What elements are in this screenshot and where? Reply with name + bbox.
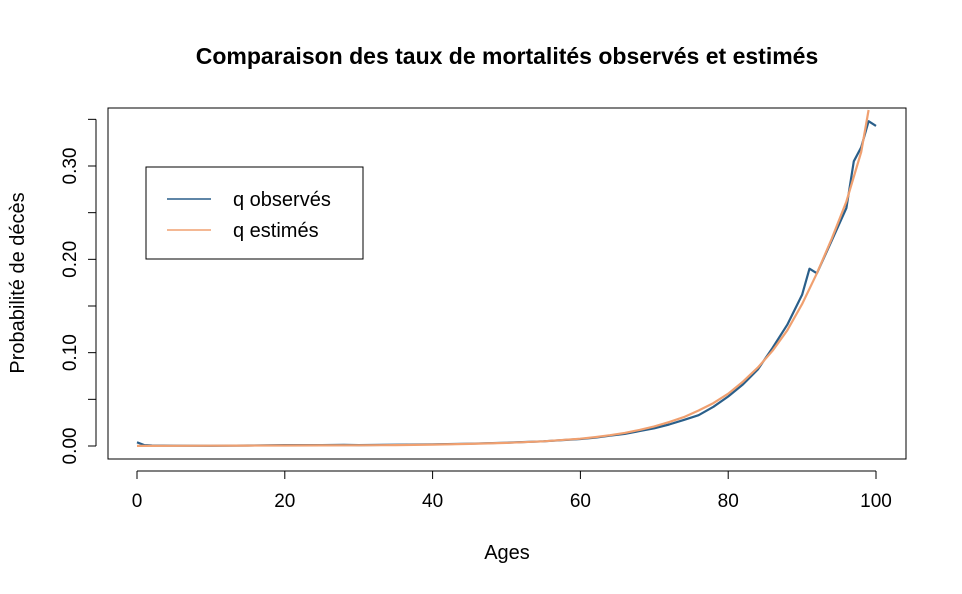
series-line-estimated <box>136 109 870 447</box>
y-axis: 0.00 0.10 0.20 0.30 <box>60 118 97 465</box>
x-tick-label: 20 <box>274 491 295 512</box>
x-tick-label: 60 <box>570 491 591 512</box>
y-tick-label: 0.30 <box>60 148 81 185</box>
x-axis-label: Ages <box>484 542 530 564</box>
x-tick-label: 0 <box>132 491 143 512</box>
x-tick-label: 80 <box>718 491 739 512</box>
legend-label-observed: q observés <box>233 189 331 211</box>
x-tick-label: 40 <box>422 491 443 512</box>
y-tick-label: 0.00 <box>60 428 81 465</box>
x-axis: 0 20 40 60 80 100 <box>132 470 892 512</box>
legend-label-estimated: q estimés <box>233 220 319 242</box>
y-tick-label: 0.20 <box>60 241 81 278</box>
y-tick-label: 0.10 <box>60 334 81 371</box>
chart-title: Comparaison des taux de mortalités obser… <box>196 43 819 69</box>
x-tick-label: 100 <box>860 491 892 512</box>
legend-box <box>145 166 364 260</box>
y-axis-label: Probabilité de décès <box>7 192 29 373</box>
plot-frame <box>107 107 907 460</box>
series-layer <box>136 109 877 447</box>
legend: q observés q estimés <box>145 166 364 260</box>
